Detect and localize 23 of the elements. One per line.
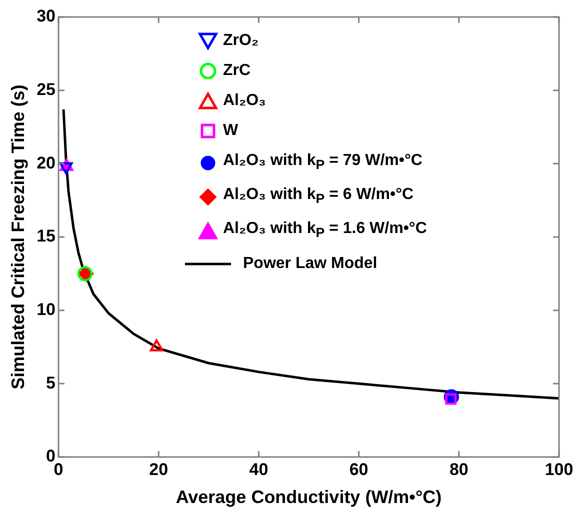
x-tick-label: 40	[249, 460, 268, 479]
legend-label: Al₂O₃ with k$_{P}$ = 79 W/m•°C	[223, 151, 422, 174]
y-tick-label: 10	[36, 300, 56, 320]
x-tick-label: 80	[449, 460, 468, 479]
x-tick-label: 60	[349, 460, 368, 479]
y-tick-label: 20	[36, 153, 56, 172]
legend-label: W	[223, 121, 238, 141]
point	[59, 162, 73, 174]
legend-label: Al₂O₃	[223, 91, 266, 111]
legend-label: Al₂O₃ with k$_{P}$ = 1.6 W/m•°C	[223, 219, 427, 243]
legend-label: ZrO₂	[223, 31, 259, 51]
legend-label: Power Law Model	[243, 254, 378, 274]
y-tick-label: 0	[46, 446, 56, 466]
y-tick-label: 15	[36, 226, 56, 246]
x-axis-title: Average Conductivity (W/m•°C)	[176, 487, 442, 508]
x-tick-label: 100	[544, 460, 574, 479]
y-axis-title: Simulated Critical Freezing Time (s)	[8, 84, 28, 390]
y-tick-label: 25	[36, 80, 56, 100]
legend-label: ZrC	[223, 61, 251, 81]
y-tick-label: 5	[46, 373, 56, 392]
x-tick-label: 20	[149, 460, 168, 479]
legend-label: Al₂O₃ with k$_{P}$ = 6 W/m•°C	[223, 185, 414, 208]
y-tick-label: 30	[36, 6, 56, 26]
